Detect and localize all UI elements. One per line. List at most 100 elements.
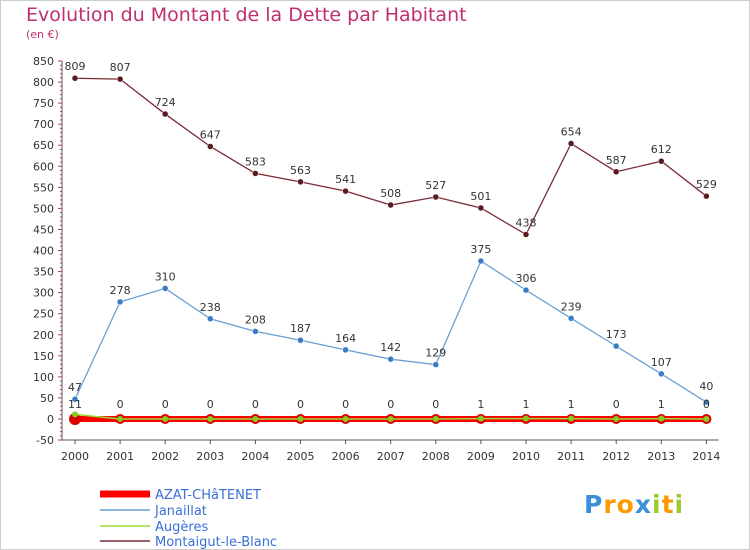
y-tick-label: 850 (33, 55, 54, 68)
data-label-montaigut-le-blanc: 529 (696, 178, 717, 191)
data-label-montaigut-le-blanc: 501 (470, 190, 491, 203)
legend: AZAT-CHâTENETJanaillatAugèresMontaigut-l… (100, 488, 277, 550)
y-tick-label: 50 (40, 392, 54, 405)
data-label-montaigut-le-blanc: 527 (425, 179, 446, 192)
point-janaillat (297, 336, 304, 344)
point-augeres (297, 416, 304, 422)
x-tick-label: 2005 (287, 450, 315, 463)
data-label-janaillat: 208 (245, 313, 266, 326)
data-label-augeres: 1 (568, 398, 575, 411)
point-janaillat (71, 395, 79, 403)
data-labels: 809 807 724 647 583 563 541 508 527 501 438 654 587 6… (65, 60, 717, 411)
point-augeres (72, 411, 78, 418)
y-tick-label: 650 (33, 139, 54, 152)
data-label-janaillat: 239 (561, 300, 582, 313)
x-tick-label: 2011 (557, 450, 585, 463)
data-label-augeres: 11 (68, 398, 82, 411)
x-tick-label: 2001 (106, 450, 134, 463)
logo-letter: r (603, 490, 617, 519)
data-label-augeres: 0 (207, 398, 214, 411)
point-augeres (252, 416, 259, 422)
point-augeres (658, 415, 665, 422)
point-augeres (387, 416, 394, 422)
y-tick-label: 450 (33, 223, 54, 236)
data-label-augeres: 0 (387, 398, 394, 411)
y-tick-label: 0 (47, 413, 54, 426)
x-tick-label: 2009 (467, 450, 495, 463)
x-tick-label: 2008 (422, 450, 450, 463)
data-label-janaillat: 47 (68, 381, 82, 394)
y-tick-label: 500 (33, 202, 54, 215)
x-tick-label: 2006 (332, 450, 360, 463)
point-montaigut-le-blanc (432, 193, 440, 201)
y-tick-label: 100 (33, 371, 54, 384)
data-label-augeres: 0 (297, 398, 304, 411)
point-janaillat (387, 355, 394, 363)
data-label-augeres: 1 (477, 398, 484, 411)
data-label-augeres: 0 (252, 398, 259, 411)
data-label-janaillat: 187 (290, 322, 311, 335)
logo-letter: i (652, 490, 662, 519)
point-augeres (477, 415, 484, 422)
proxiti-logo: Proxiti (584, 490, 684, 519)
point-montaigut-le-blanc (703, 192, 710, 200)
x-tick-label: 2003 (196, 450, 224, 463)
data-label-janaillat: 238 (200, 301, 221, 314)
chart-title: Evolution du Montant de la Dette par Hab… (26, 4, 467, 26)
y-tick-label: 200 (33, 329, 54, 342)
data-label-janaillat: 107 (651, 356, 672, 369)
point-montaigut-le-blanc (387, 201, 394, 209)
point-janaillat (116, 298, 124, 306)
data-label-montaigut-le-blanc: 647 (200, 128, 221, 141)
logo-letter: t (661, 490, 675, 519)
data-label-augeres: 1 (658, 398, 665, 411)
data-label-augeres: 0 (162, 398, 169, 411)
data-label-montaigut-le-blanc: 508 (380, 187, 401, 200)
y-tick-label: 250 (33, 308, 54, 321)
point-montaigut-le-blanc (477, 204, 485, 212)
data-label-augeres: 0 (117, 398, 124, 411)
point-montaigut-le-blanc (342, 187, 349, 195)
point-augeres (207, 416, 214, 422)
point-montaigut-le-blanc (297, 178, 304, 186)
legend-label: Montaigut-le-Blanc (155, 535, 277, 550)
point-janaillat (612, 342, 620, 350)
x-tick-label: 2000 (61, 450, 89, 463)
data-label-montaigut-le-blanc: 612 (651, 143, 672, 156)
point-janaillat (252, 328, 259, 335)
data-label-montaigut-le-blanc: 654 (561, 126, 582, 139)
point-augeres (523, 415, 529, 422)
y-tick-label: 750 (33, 97, 54, 110)
point-augeres (568, 415, 575, 422)
data-label-janaillat: 310 (155, 270, 176, 283)
data-label-montaigut-le-blanc: 583 (245, 155, 266, 168)
y-tick-label: 400 (33, 245, 54, 258)
point-janaillat (432, 361, 440, 368)
x-tick-label: 2007 (377, 450, 405, 463)
logo-letter: x (634, 490, 652, 519)
point-augeres (117, 416, 124, 422)
data-label-augeres: 0 (342, 398, 349, 411)
y-tick-label: 600 (33, 160, 54, 173)
point-janaillat (522, 286, 530, 294)
data-label-janaillat: 40 (699, 380, 713, 393)
point-montaigut-le-blanc (71, 74, 79, 82)
point-montaigut-le-blanc (116, 75, 124, 83)
y-tick-label: 350 (33, 266, 54, 279)
point-montaigut-le-blanc (658, 157, 665, 165)
data-label-janaillat: 173 (606, 328, 627, 341)
logo-letter: i (674, 490, 685, 519)
point-janaillat (567, 315, 575, 322)
point-montaigut-le-blanc (161, 110, 169, 118)
data-label-montaigut-le-blanc: 807 (110, 61, 131, 74)
point-janaillat (161, 285, 169, 292)
point-augeres (342, 416, 349, 422)
data-label-augeres: 0 (703, 398, 710, 411)
data-label-montaigut-le-blanc: 541 (335, 173, 356, 186)
point-azat-chatenet (69, 413, 81, 425)
data-label-augeres: 0 (432, 398, 439, 411)
y-tick-label: 700 (33, 118, 54, 131)
y-tick-label: 150 (33, 350, 54, 363)
data-label-janaillat: 278 (110, 284, 131, 297)
